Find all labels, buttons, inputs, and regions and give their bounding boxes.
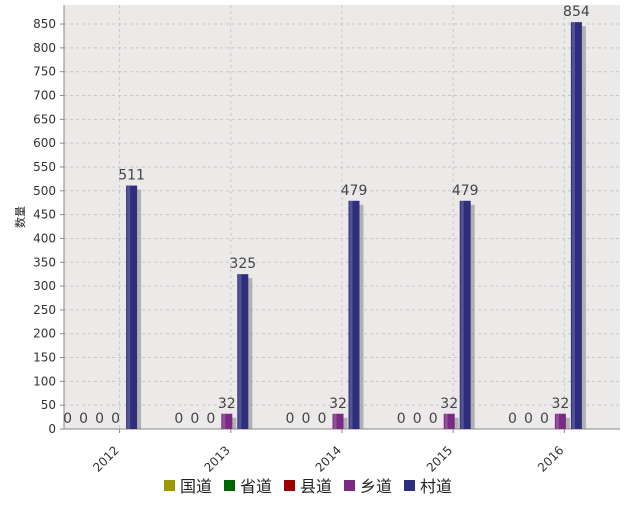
data-label: 32 [218, 396, 236, 412]
y-tick-label: 50 [41, 398, 56, 412]
legend-label[interactable]: 国道 [180, 477, 212, 496]
bar[interactable] [126, 185, 138, 429]
data-label: 0 [397, 411, 406, 427]
bar[interactable] [443, 413, 455, 429]
legend-label[interactable]: 乡道 [360, 477, 392, 496]
data-label: 0 [111, 411, 120, 427]
data-label: 0 [524, 411, 533, 427]
y-tick-label: 350 [33, 255, 56, 269]
data-label: 32 [551, 396, 569, 412]
y-tick-label: 750 [33, 65, 56, 79]
data-label: 325 [229, 256, 256, 272]
data-label: 479 [341, 183, 368, 199]
data-label: 32 [329, 396, 347, 412]
y-tick-label: 600 [33, 136, 56, 150]
y-tick-label: 650 [33, 112, 56, 126]
y-tick-label: 250 [33, 303, 56, 317]
legend-label[interactable]: 村道 [420, 477, 452, 496]
y-tick-label: 700 [33, 89, 56, 103]
bar[interactable] [459, 200, 471, 429]
bar[interactable] [554, 413, 566, 429]
data-label: 854 [563, 4, 590, 20]
data-label: 0 [413, 411, 422, 427]
legend-label[interactable]: 省道 [240, 477, 272, 496]
data-label: 0 [318, 411, 327, 427]
x-tick-label: 2013 [201, 443, 232, 474]
legend-label[interactable]: 县道 [300, 477, 332, 496]
bar-highlight [444, 413, 448, 429]
bar[interactable] [570, 22, 582, 429]
bar-highlight [238, 274, 242, 429]
data-label: 0 [95, 411, 104, 427]
y-tick-label: 850 [33, 17, 56, 31]
legend-swatch[interactable] [224, 480, 235, 491]
bar-highlight [222, 413, 226, 429]
data-label: 0 [286, 411, 295, 427]
data-label: 0 [206, 411, 215, 427]
bar[interactable] [221, 413, 233, 429]
legend-swatch[interactable] [404, 480, 415, 491]
bar-highlight [127, 185, 131, 429]
y-tick-label: 450 [33, 208, 56, 222]
bar[interactable] [348, 200, 360, 429]
y-tick-label: 800 [33, 41, 56, 55]
data-label: 0 [79, 411, 88, 427]
data-label: 0 [174, 411, 183, 427]
bar[interactable] [332, 413, 344, 429]
y-tick-label: 200 [33, 327, 56, 341]
y-axis-label: 数量 [14, 206, 27, 228]
y-tick-label: 150 [33, 351, 56, 365]
y-tick-label: 300 [33, 279, 56, 293]
data-label: 0 [508, 411, 517, 427]
data-label: 0 [302, 411, 311, 427]
data-label: 511 [118, 168, 145, 184]
legend-swatch[interactable] [344, 480, 355, 491]
y-tick-label: 100 [33, 374, 56, 388]
y-tick-label: 0 [48, 422, 56, 436]
data-label: 32 [440, 396, 458, 412]
x-tick-label: 2015 [424, 443, 455, 474]
data-label: 0 [63, 411, 72, 427]
data-label: 0 [190, 411, 199, 427]
bar-highlight [333, 413, 337, 429]
y-tick-label: 550 [33, 160, 56, 174]
bar-highlight [460, 200, 464, 429]
data-label: 0 [540, 411, 549, 427]
x-tick-label: 2014 [313, 443, 344, 474]
legend-swatch[interactable] [164, 480, 175, 491]
x-tick-label: 2012 [90, 443, 121, 474]
data-label: 479 [452, 183, 479, 199]
legend-swatch[interactable] [284, 480, 295, 491]
y-tick-label: 500 [33, 184, 56, 198]
bar[interactable] [237, 274, 249, 429]
bar-highlight [349, 200, 353, 429]
bar-highlight [555, 413, 559, 429]
data-label: 0 [429, 411, 438, 427]
x-tick-label: 2016 [535, 443, 566, 474]
y-tick-label: 400 [33, 231, 56, 245]
bar-highlight [571, 22, 575, 429]
